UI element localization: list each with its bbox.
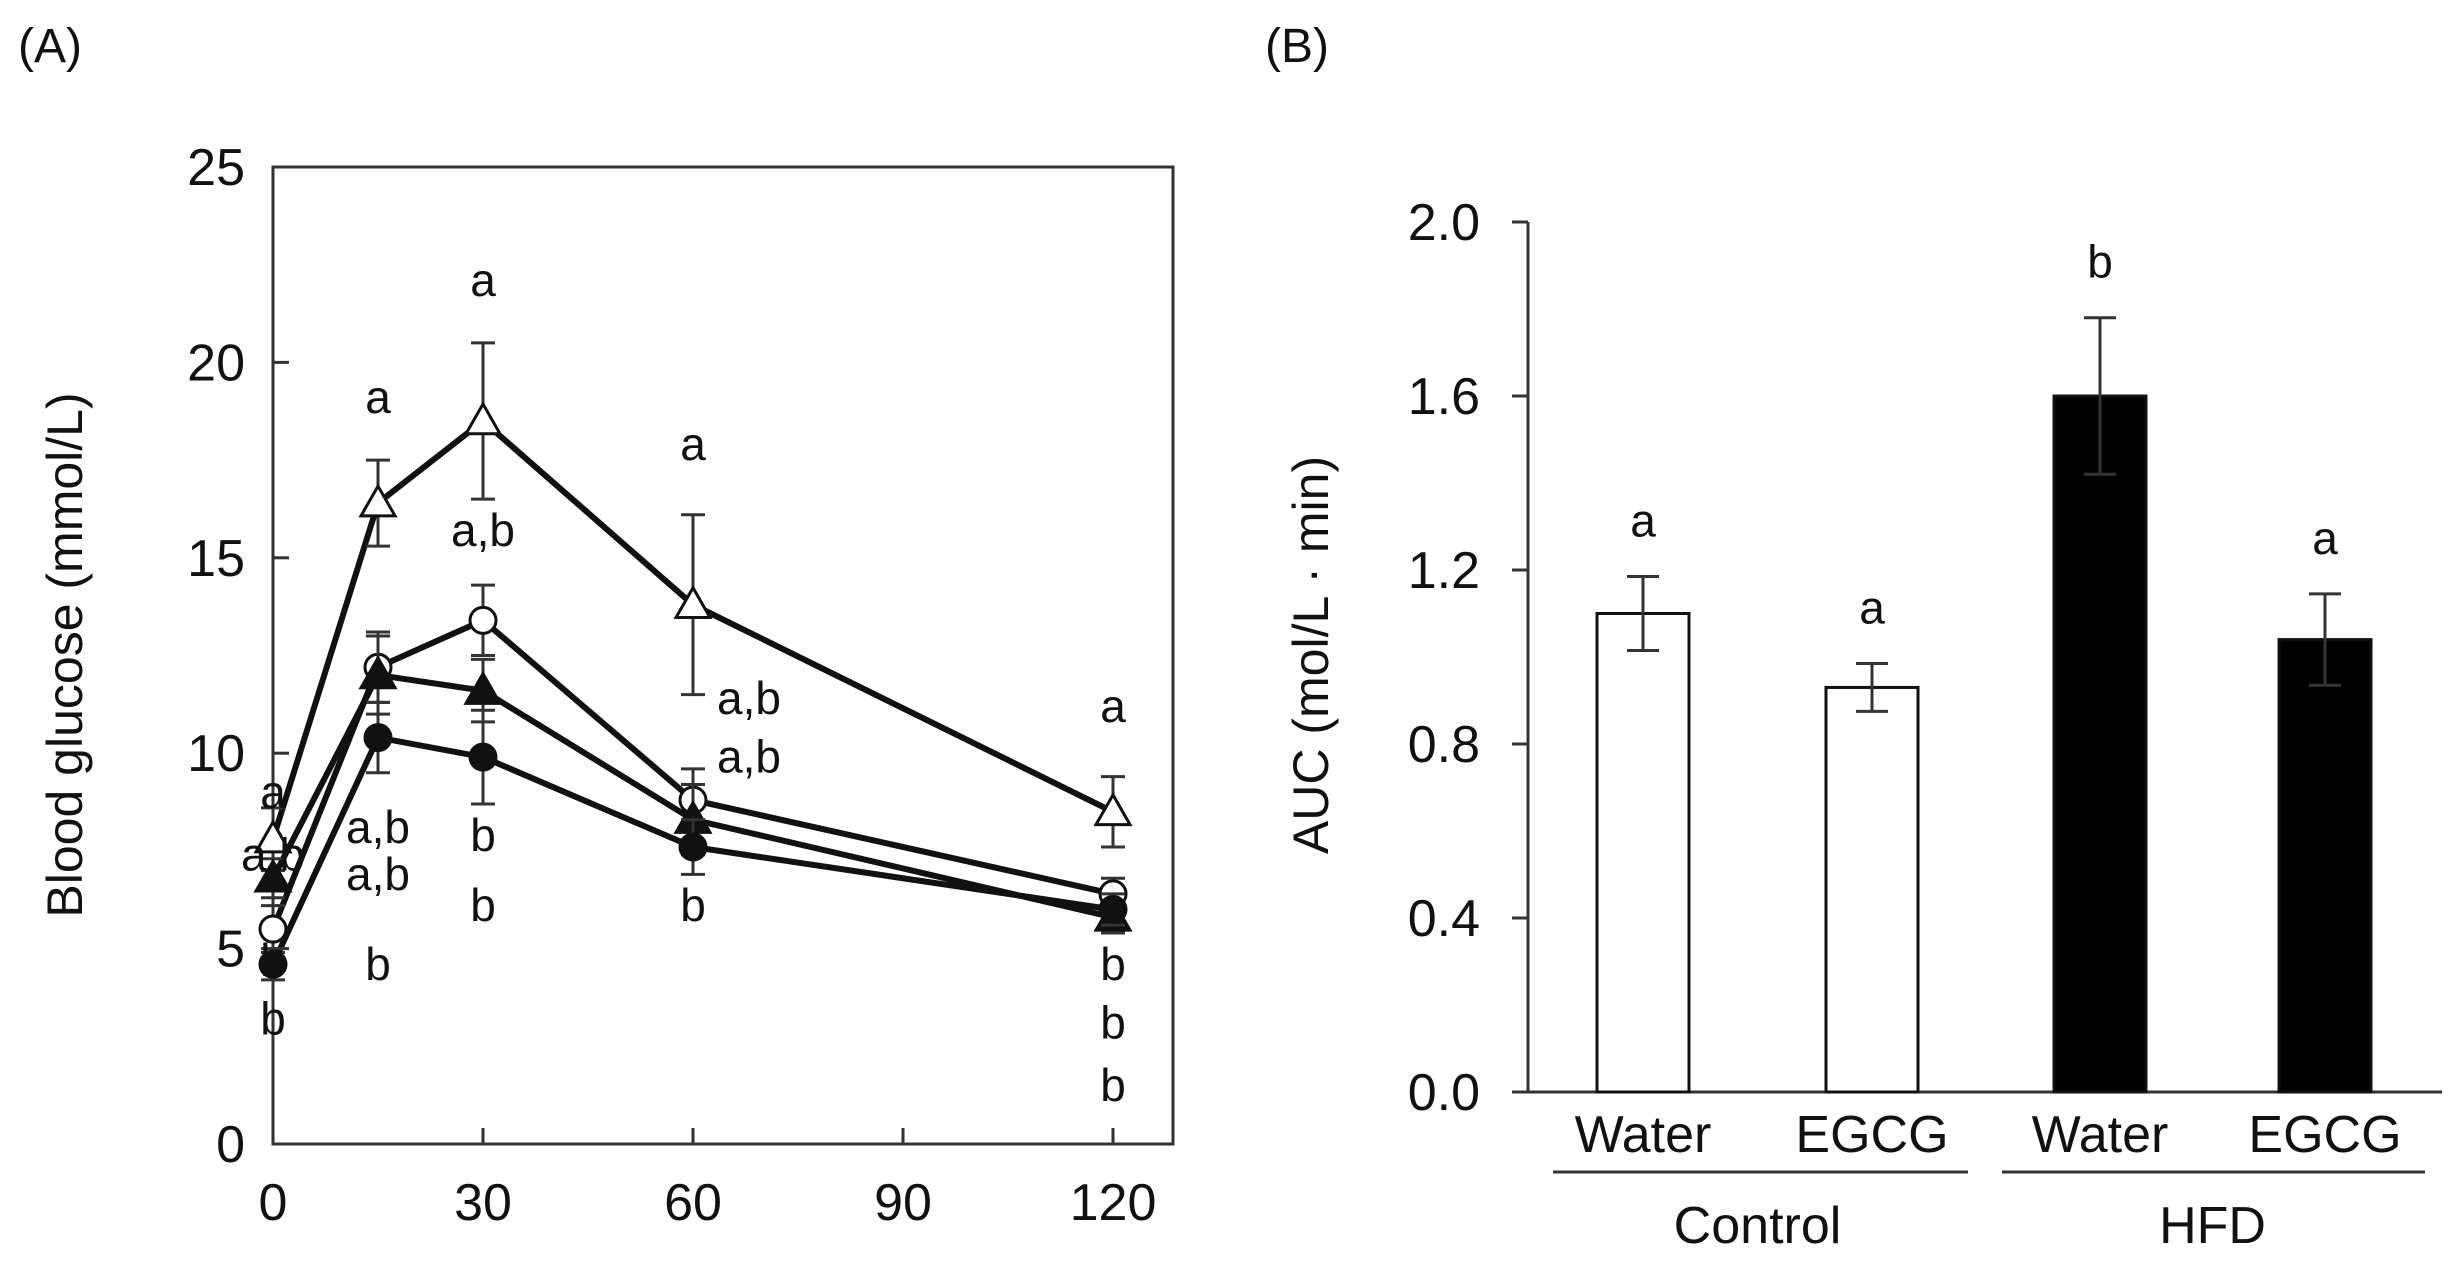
significance-label-a: a,b (346, 848, 410, 900)
data-point-a (1098, 895, 1128, 925)
significance-label-a: b (680, 879, 706, 931)
significance-label-a: a (680, 418, 706, 470)
y-axis-label-a: Blood glucose (mmol/L) (37, 392, 93, 917)
data-point-a (678, 832, 708, 862)
data-point-a (363, 723, 393, 753)
y-tick-label-a: 10 (187, 725, 245, 783)
significance-label-a: a,b (241, 828, 305, 880)
significance-label-a: a,b (346, 801, 410, 853)
x-tick-label-a: 0 (259, 1174, 288, 1232)
y-tick-label-b: 0.4 (1408, 890, 1480, 948)
y-tick-label-a: 0 (216, 1116, 245, 1174)
y-tick-label-a: 20 (187, 334, 245, 392)
data-point-a (463, 670, 503, 705)
y-tick-label-b: 0.8 (1408, 716, 1480, 774)
bar-chart-b: AUC (mol/L · min) 0.0 0.4 0.8 1.2 1.6 2.0 a Wat… (1283, 194, 2442, 1255)
x-tick-label-a: 30 (454, 1174, 512, 1232)
category-label-b: Water (1575, 1106, 1712, 1164)
significance-label-a: a (470, 254, 496, 306)
data-point-a (673, 584, 713, 619)
data-point-a (358, 483, 398, 518)
panel-label-a: (A) (18, 20, 82, 73)
data-point-a (253, 858, 293, 893)
y-tick-label-a: 15 (187, 530, 245, 588)
data-point-a (1093, 791, 1133, 827)
significance-label-b: a (1630, 495, 1656, 547)
y-tick-label-a: 5 (216, 921, 245, 979)
significance-label-a: b (365, 938, 391, 990)
y-axis-label-b: AUC (mol/L · min) (1283, 456, 1339, 854)
panel-label-b: (B) (1265, 20, 1329, 73)
significance-label-a: b (1100, 1059, 1126, 1111)
group-label-b: HFD (2159, 1197, 2266, 1255)
significance-label-b: a (1859, 582, 1885, 634)
y-tick-label-b: 0.0 (1408, 1064, 1480, 1122)
plot-frame-a (271, 165, 1175, 1146)
significance-label-b: a (2312, 512, 2338, 564)
data-point-a (463, 400, 503, 436)
significance-label-a: a (1100, 680, 1126, 732)
line-chart-a: Blood glucose (mmol/L) 0 5 10 15 20 25 0 30 60 90… (37, 139, 1175, 1232)
significance-label-a: b (1100, 938, 1126, 990)
category-label-b: EGCG (2248, 1106, 2401, 1164)
x-tick-label-a: 120 (1070, 1174, 1157, 1232)
category-label-b: EGCG (1795, 1106, 1948, 1164)
significance-label-a: b (470, 879, 496, 931)
significance-label-a: a (260, 766, 286, 818)
significance-label-a: a,b (451, 504, 515, 556)
bar-b (1824, 685, 1920, 1094)
significance-label-a: b (260, 993, 286, 1045)
bar-b (2052, 394, 2148, 1094)
bar-b (2277, 638, 2373, 1094)
data-point-a (358, 655, 398, 690)
significance-label-a: a (365, 371, 391, 423)
significance-label-a: a,b (717, 731, 781, 783)
y-tick-label-b: 2.0 (1408, 194, 1480, 252)
category-label-b: Water (2032, 1106, 2169, 1164)
data-point-a (253, 819, 293, 854)
x-tick-label-a: 60 (664, 1174, 722, 1232)
significance-label-a: a,b (717, 672, 781, 724)
y-tick-label-b: 1.2 (1408, 542, 1480, 600)
x-tick-label-a: 90 (874, 1174, 932, 1232)
group-label-b: Control (1674, 1197, 1842, 1255)
significance-label-a: b (260, 934, 286, 986)
significance-label-b: b (2087, 236, 2113, 288)
y-tick-label-a: 25 (187, 139, 245, 197)
y-tick-label-b: 1.6 (1408, 368, 1480, 426)
significance-label-a: b (470, 809, 496, 861)
data-point-a (468, 605, 498, 635)
data-point-a (468, 742, 498, 772)
data-point-a (258, 949, 288, 979)
bar-b (1595, 612, 1691, 1094)
significance-label-a: b (1100, 996, 1126, 1048)
